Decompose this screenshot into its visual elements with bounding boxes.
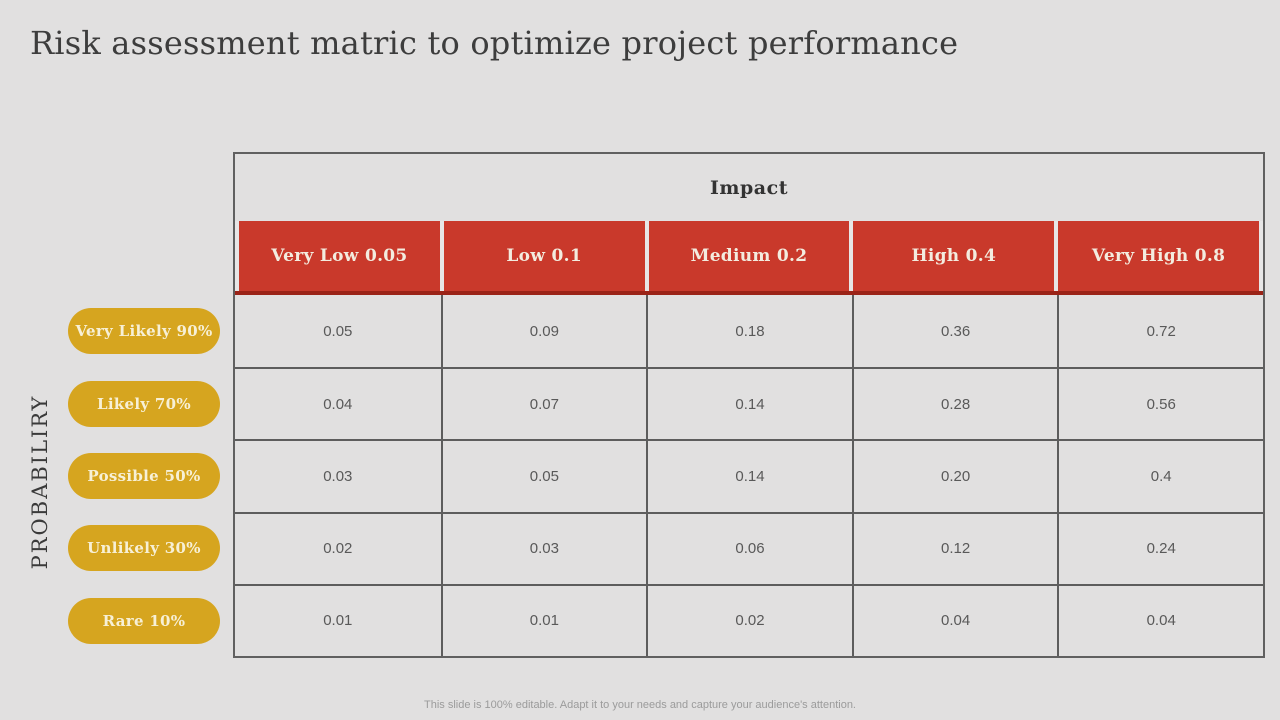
risk-value-cell: 0.4 xyxy=(1057,439,1263,512)
impact-axis-label: Impact xyxy=(710,176,788,199)
risk-value-cell: 0.18 xyxy=(646,295,852,368)
risk-value-cell: 0.24 xyxy=(1057,511,1263,584)
risk-value-cell: 0.56 xyxy=(1057,367,1263,440)
risk-value-cell: 0.04 xyxy=(235,367,441,440)
probability-pill-very-likely: Very Likely 90% xyxy=(68,308,220,354)
risk-value-cell: 0.01 xyxy=(440,583,647,656)
impact-level-high: High 0.4 xyxy=(853,221,1055,291)
risk-value-cell: 0.02 xyxy=(646,583,852,656)
risk-value-cell: 0.20 xyxy=(851,439,1058,512)
risk-value-cell: 0.14 xyxy=(646,439,852,512)
probability-pill-possible: Possible 50% xyxy=(68,453,220,499)
risk-value-cell: 0.05 xyxy=(235,295,441,368)
impact-level-very-low: Very Low 0.05 xyxy=(239,221,440,291)
risk-value-cell: 0.72 xyxy=(1057,295,1263,368)
probability-axis-label: PROBABILIRY xyxy=(28,394,52,570)
risk-value-cell: 0.12 xyxy=(851,511,1058,584)
slide-title: Risk assessment matric to optimize proje… xyxy=(30,24,959,62)
risk-value-cell: 0.03 xyxy=(440,511,647,584)
probability-pill-likely: Likely 70% xyxy=(68,381,220,427)
impact-level-low: Low 0.1 xyxy=(443,221,645,291)
risk-matrix-table: Impact Very Low 0.05 Low 0.1 Medium 0.2 … xyxy=(233,152,1265,658)
risk-values-grid: 0.05 0.09 0.18 0.36 0.72 0.04 0.07 0.14 … xyxy=(235,295,1263,656)
impact-level-very-high: Very High 0.8 xyxy=(1058,221,1259,291)
risk-value-cell: 0.04 xyxy=(851,583,1058,656)
footer-note: This slide is 100% editable. Adapt it to… xyxy=(424,699,856,711)
risk-value-cell: 0.28 xyxy=(851,367,1058,440)
risk-value-cell: 0.01 xyxy=(235,583,441,656)
risk-value-cell: 0.09 xyxy=(440,295,647,368)
risk-value-cell: 0.36 xyxy=(851,295,1058,368)
risk-value-cell: 0.05 xyxy=(440,439,647,512)
risk-value-cell: 0.04 xyxy=(1057,583,1263,656)
risk-value-cell: 0.06 xyxy=(646,511,852,584)
probability-pill-unlikely: Unlikely 30% xyxy=(68,525,220,571)
impact-level-medium: Medium 0.2 xyxy=(648,221,850,291)
risk-value-cell: 0.14 xyxy=(646,367,852,440)
risk-value-cell: 0.02 xyxy=(235,511,441,584)
risk-value-cell: 0.07 xyxy=(440,367,647,440)
risk-value-cell: 0.03 xyxy=(235,439,441,512)
probability-pill-rare: Rare 10% xyxy=(68,598,220,644)
impact-level-header-row: Very Low 0.05 Low 0.1 Medium 0.2 High 0.… xyxy=(235,221,1263,295)
